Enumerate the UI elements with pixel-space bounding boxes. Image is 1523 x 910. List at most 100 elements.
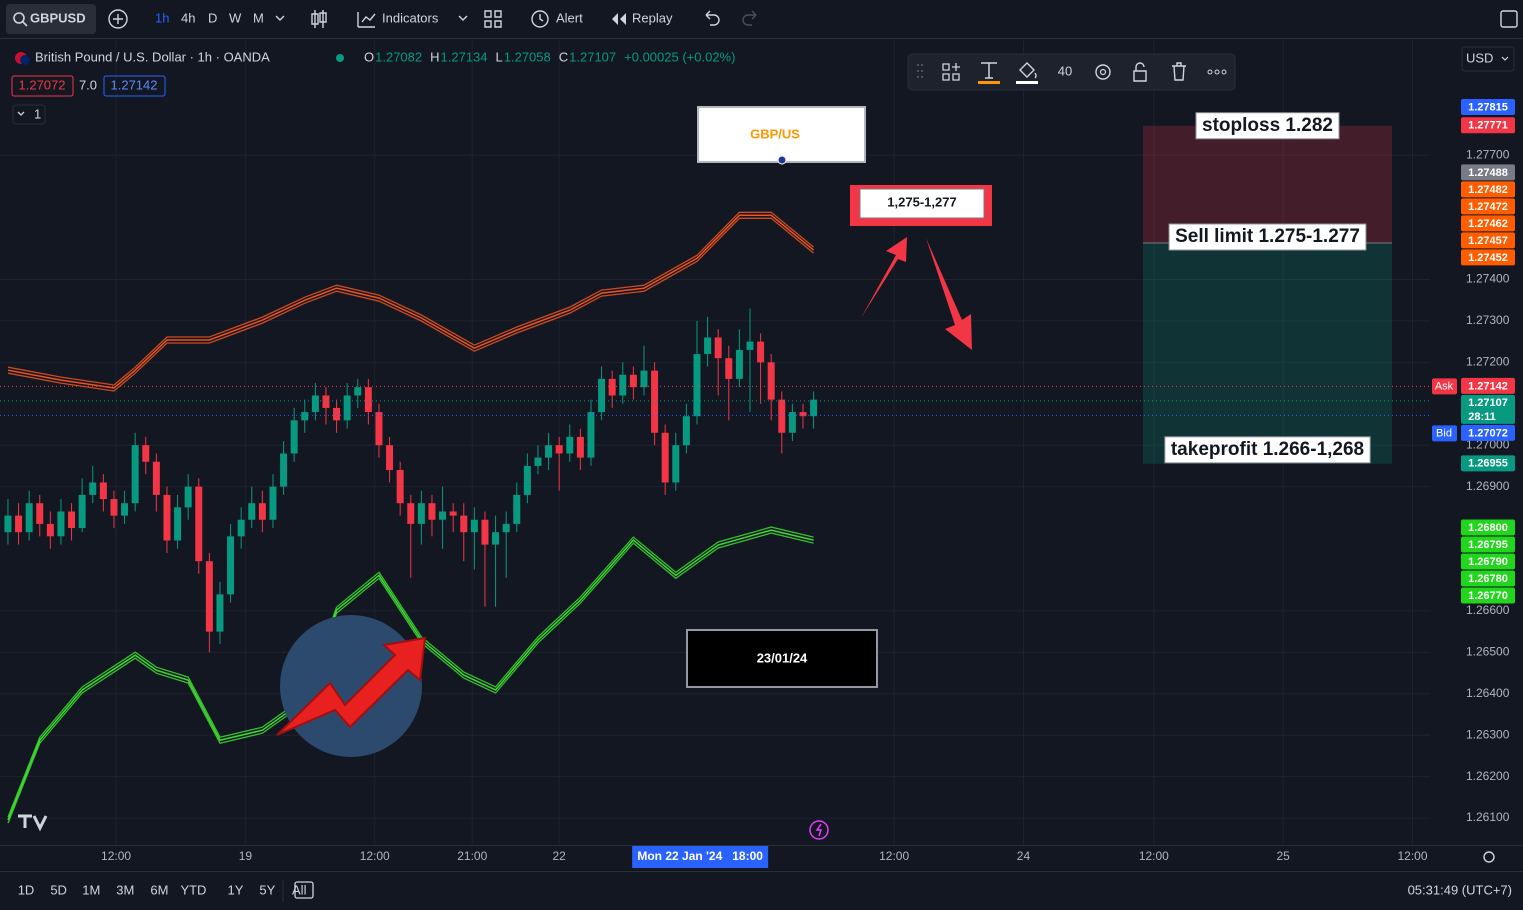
date-box[interactable] [686,629,878,688]
drag-handle[interactable] [917,64,923,78]
interval[interactable]: D [208,10,217,25]
price-badge-label: 1.27107 [1468,397,1508,409]
chart-type-button[interactable] [311,10,327,28]
candle-body [311,395,319,413]
price-badge-label: 1.26795 [1468,539,1508,551]
candle-body [205,561,213,632]
candle-body [428,503,436,520]
symbol[interactable]: GBPUSD [30,10,86,25]
arrow-up[interactable] [861,237,907,318]
compare-button[interactable] [108,9,128,29]
axis-settings[interactable] [1483,851,1495,863]
price-badge [1461,519,1515,536]
settings-button[interactable] [1095,64,1111,80]
stop-zone[interactable] [1143,125,1392,244]
redo-button[interactable] [742,10,757,26]
range-button[interactable]: All [292,882,307,897]
x-tick-label: 12:00 [360,849,390,863]
dropdown-icon[interactable] [458,15,468,21]
candle-body [78,494,86,529]
alert-icon [539,14,544,22]
stop-label-bg[interactable] [1195,112,1340,140]
range-button[interactable]: 1M [82,882,100,897]
indicators-button[interactable]: Indicators [382,10,439,25]
target-zone[interactable] [1143,243,1392,464]
x-tick-label: 12:00 [101,849,131,863]
price-tag-label: Bid [1436,427,1452,439]
currency[interactable]: USD [1466,50,1493,65]
price-badge-label: 1.27457 [1468,235,1508,247]
candle-body [746,341,754,350]
anchor-point[interactable] [777,155,787,165]
zone-text[interactable]: 1,275-1,277 [887,194,956,209]
price-badge-label: 1.26955 [1468,458,1508,470]
font-size-button[interactable]: 40 [1058,63,1072,78]
replay-button[interactable]: Replay [632,10,673,25]
price-badge-label: 1.27142 [1468,380,1508,392]
interval[interactable]: 1h [155,10,169,25]
collapse-icon [17,111,25,116]
pair-box[interactable] [697,106,866,163]
target-label-bg[interactable] [1164,436,1371,464]
text-color-button[interactable] [981,62,997,79]
price-badge-label: 1.27482 [1468,184,1508,196]
undo-button[interactable] [705,10,720,26]
range-button[interactable]: 5D [50,882,67,897]
band-line [7,214,815,389]
lock-button[interactable] [1133,62,1147,82]
interval[interactable]: W [229,10,242,25]
alert-button[interactable]: Alert [556,10,583,25]
goto-date-button[interactable] [294,881,314,899]
range-button[interactable]: 6M [150,882,168,897]
price-tag-label: Ask [1435,380,1454,392]
arrow-down[interactable] [926,238,972,350]
fill-button[interactable] [1019,62,1037,79]
candle-body [99,482,107,500]
candle-body [163,494,171,541]
stop-label[interactable]: stoploss 1.282 [1202,115,1333,136]
template-button[interactable] [942,63,960,81]
target-label[interactable]: takeprofit 1.266-1,268 [1171,439,1364,460]
symbol-search[interactable] [6,4,96,34]
candle-body [269,486,277,520]
ask-price[interactable]: 1.27142 [111,77,158,92]
range-button[interactable]: 3M [116,882,134,897]
candle-body [237,519,245,537]
bid-price[interactable]: 1.27072 [19,77,66,92]
price-badge [1461,198,1515,215]
events-icon[interactable] [809,820,829,840]
ask-box[interactable] [103,75,166,97]
zone-inner [859,188,985,219]
range-button[interactable]: YTD [180,882,206,897]
bid-box[interactable] [11,75,74,97]
dropdown-icon[interactable] [275,15,285,21]
compare-icon [113,14,123,24]
range-button[interactable]: 1D [18,882,35,897]
currency-button[interactable] [1461,46,1515,72]
range-button[interactable]: 5Y [259,882,275,897]
candle-body [280,453,288,487]
entry-label-bg[interactable] [1168,223,1367,251]
layouts-button[interactable] [484,10,502,28]
y-tick-label: 1.26200 [1466,769,1510,783]
candle-body [672,445,680,483]
candle-body [523,465,531,495]
price-badge-label: 1.26800 [1468,522,1508,534]
collapse-button[interactable] [12,104,46,125]
fullscreen-button[interactable] [1500,10,1518,28]
range-button[interactable]: 1Y [227,882,243,897]
interval[interactable]: M [253,10,264,25]
fill-swatch [1016,81,1038,84]
candle-body [89,482,97,495]
interval[interactable]: 4h [181,10,195,25]
ohlc-key: O [364,49,374,64]
more-button[interactable] [1207,69,1227,75]
entry-label[interactable]: Sell limit 1.275-1.277 [1175,226,1360,247]
candle-body [682,416,690,446]
delete-button[interactable] [1172,62,1186,81]
candle-body [15,515,23,533]
pair-text[interactable]: GBP/US [750,126,800,141]
collapse-count[interactable]: 1 [34,106,41,121]
candle-body [693,354,701,417]
date-text[interactable]: 23/01/24 [757,650,808,665]
